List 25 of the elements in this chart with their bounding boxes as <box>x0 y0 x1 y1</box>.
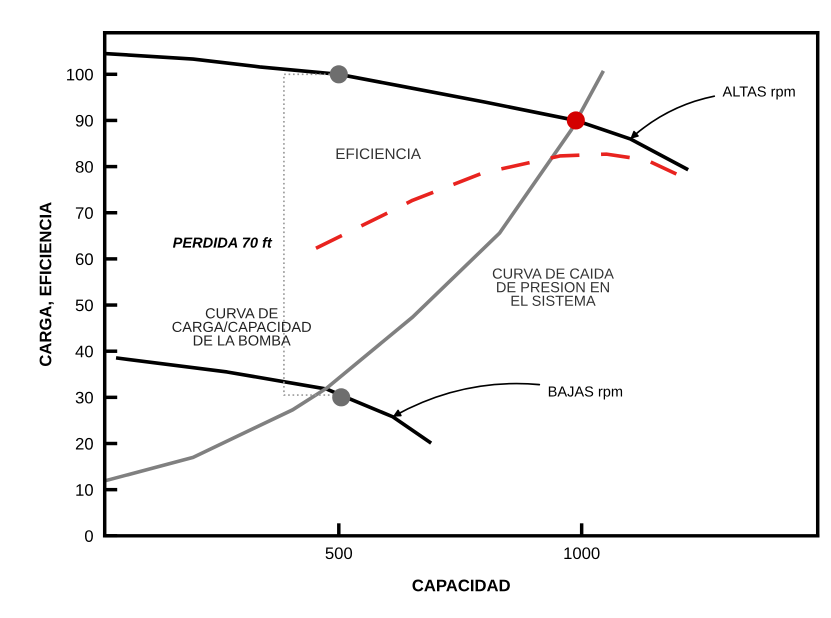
y-tick-label: 100 <box>67 68 93 80</box>
y-tick-label: 10 <box>76 484 93 496</box>
series-label: CURVA DE CAIDA DE PRESION EN EL SISTEMA <box>492 268 614 306</box>
point <box>566 111 585 130</box>
x-axis-title: CAPACIDAD <box>412 580 510 592</box>
point <box>332 388 350 406</box>
annotation: ALTAS rpm <box>722 86 795 100</box>
y-tick-label: 40 <box>75 346 93 358</box>
y-tick-label: 30 <box>76 392 93 404</box>
y-tick-label: 70 <box>76 207 93 219</box>
x-tick-label: 500 <box>326 547 352 560</box>
annotation: PERDIDA 70 ft <box>172 237 272 248</box>
line-series <box>116 356 432 444</box>
y-tick-label: 90 <box>76 114 93 127</box>
y-tick-label: 50 <box>76 299 93 312</box>
text: EFICIENCIA <box>336 148 421 160</box>
annotation: BAJAS rpm <box>548 386 622 400</box>
x-tick-label: 1000 <box>564 547 600 560</box>
y-tick-label: 0 <box>84 530 93 542</box>
y-tick-label: 80 <box>76 160 93 173</box>
y-tick-label: 20 <box>76 438 93 450</box>
annotation: CURVA DE CARGA/CAPACIDAD DE LA BOMBA <box>172 308 311 346</box>
point <box>330 65 348 84</box>
y-tick-label: 60 <box>76 253 93 266</box>
y-axis-title: CARGA, EFICIENCIA <box>40 202 54 366</box>
